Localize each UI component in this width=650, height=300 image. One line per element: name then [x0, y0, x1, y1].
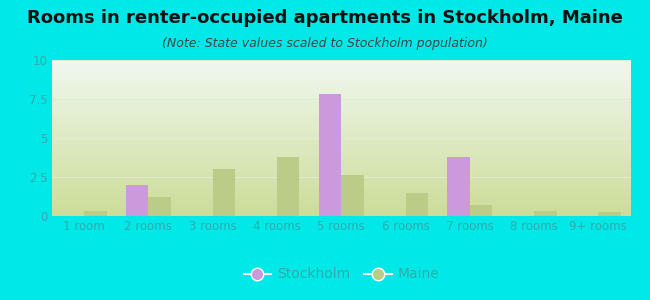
Text: (Note: State values scaled to Stockholm population): (Note: State values scaled to Stockholm …: [162, 38, 488, 50]
Bar: [406, 193, 428, 216]
Bar: [341, 176, 364, 216]
Text: Rooms in renter-occupied apartments in Stockholm, Maine: Rooms in renter-occupied apartments in S…: [27, 9, 623, 27]
Bar: [318, 94, 341, 216]
Bar: [447, 157, 470, 216]
Bar: [148, 197, 171, 216]
Bar: [84, 211, 107, 216]
Bar: [599, 212, 621, 216]
Bar: [534, 211, 556, 216]
Bar: [277, 157, 300, 216]
Bar: [213, 169, 235, 216]
Legend: Stockholm, Maine: Stockholm, Maine: [238, 262, 445, 287]
Bar: [470, 205, 492, 216]
Bar: [126, 185, 148, 216]
